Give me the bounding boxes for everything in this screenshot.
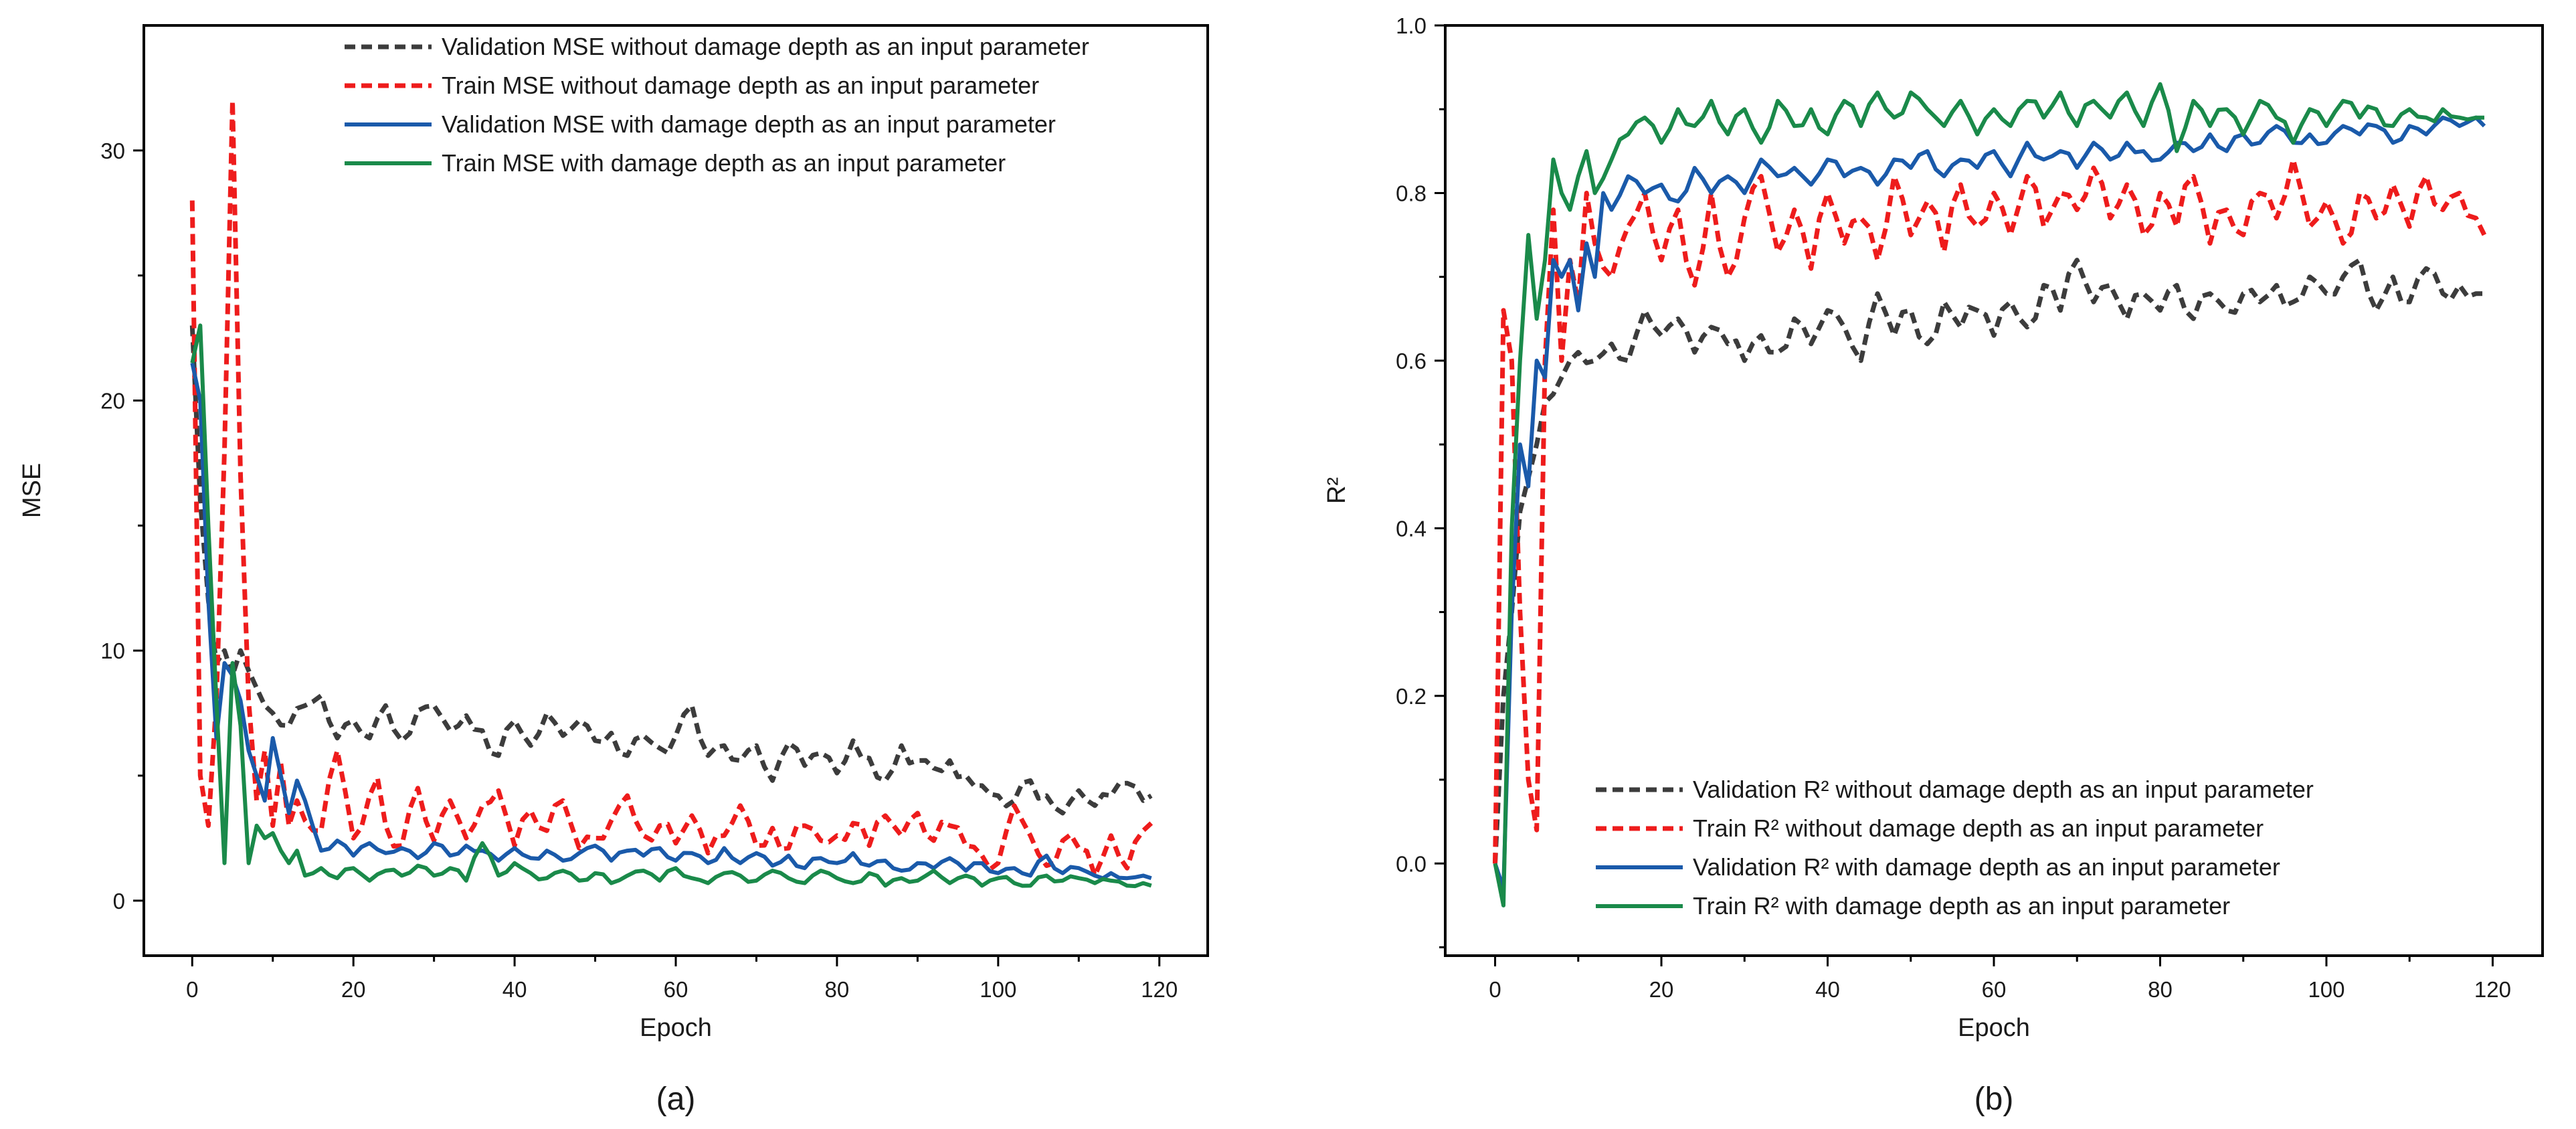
legend-label-3: Validation R² with damage depth as an in…: [1693, 853, 2280, 881]
panel-b-label: (b): [1974, 1081, 2014, 1117]
x-tick-label: 20: [341, 977, 366, 1002]
x-tick-label: 120: [1141, 977, 1178, 1002]
x-tick-label: 60: [1982, 977, 2007, 1002]
y-tick-label: 0.2: [1396, 684, 1427, 709]
panel-a-y-axis-title: MSE: [18, 463, 46, 518]
series-line-1: [1493, 258, 2484, 864]
y-tick-label: 0.8: [1396, 181, 1427, 205]
legend-label-1: Validation MSE without damage depth as a…: [442, 33, 1089, 60]
y-tick-label: 30: [100, 139, 125, 163]
panel-b-series: [1493, 82, 2487, 907]
panel-b-y-axis-title: R²: [1323, 477, 1351, 504]
legend-label-4: Train R² with damage depth as an input p…: [1693, 892, 2230, 920]
x-tick-label: 100: [980, 977, 1016, 1002]
legend-label-2: Train MSE without damage depth as an inp…: [442, 72, 1039, 99]
legend-label-3: Validation MSE with damage depth as an i…: [442, 110, 1056, 138]
series-line-4: [190, 323, 1152, 889]
x-tick-label: 20: [1649, 977, 1674, 1002]
y-tick-label: 0.0: [1396, 851, 1427, 876]
x-tick-label: 60: [664, 977, 688, 1002]
series-line-3: [190, 362, 1152, 881]
x-tick-label: 0: [186, 977, 198, 1002]
x-tick-label: 40: [502, 977, 527, 1002]
legend-label-2: Train R² without damage depth as an inpu…: [1693, 814, 2264, 842]
series-line-1: [189, 325, 1153, 816]
panel-a-legend: Validation MSE without damage depth as a…: [345, 33, 1089, 177]
panel-b-legend: Validation R² without damage depth as an…: [1596, 776, 2314, 920]
x-tick-label: 80: [2148, 977, 2173, 1002]
y-tick-label: 0.4: [1396, 516, 1427, 541]
x-tick-label: 120: [2474, 977, 2511, 1002]
y-tick-label: 20: [100, 388, 125, 413]
x-tick-label: 100: [2308, 977, 2344, 1002]
legend-label-4: Train MSE with damage depth as an input …: [442, 149, 1006, 177]
legend-label-1: Validation R² without damage depth as an…: [1693, 776, 2314, 803]
y-tick-label: 1.0: [1396, 13, 1427, 38]
panel-a-x-axis-title: Epoch: [640, 1014, 712, 1042]
panel-a-series: [189, 98, 1154, 889]
y-tick-label: 0.6: [1396, 349, 1427, 373]
panel-b-x-axis-title: Epoch: [1958, 1014, 2030, 1042]
y-tick-label: 0: [113, 889, 125, 914]
x-tick-label: 40: [1815, 977, 1840, 1002]
panel-a-label: (a): [656, 1081, 696, 1117]
x-tick-label: 0: [1489, 977, 1501, 1002]
panel-b-ticks: 0 20 40 60 80 100 120 0.0 0.2 0.4 0.6 0.8 1.0: [1396, 13, 2511, 1002]
y-tick-label: 10: [100, 638, 125, 663]
series-line-3: [1493, 115, 2486, 891]
panel-a-mse-chart: 0 20 40 60 80 100 120 0 10 20 30 Epoch MSE (a) Val…: [18, 24, 1209, 1117]
x-tick-label: 80: [825, 977, 850, 1002]
series-line-2: [189, 98, 1154, 878]
series-line-4: [1493, 82, 2484, 907]
series-line-2: [1493, 157, 2487, 864]
panel-a-ticks: 0 20 40 60 80 100 120 0 10 20 30: [100, 139, 1178, 1002]
